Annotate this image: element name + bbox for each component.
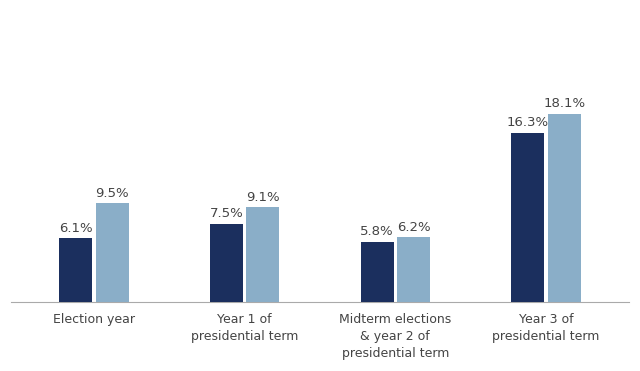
Bar — [360, 242, 394, 302]
Text: 9.5%: 9.5% — [95, 187, 129, 200]
Bar — [59, 239, 92, 302]
Bar — [246, 207, 280, 302]
Text: 6.1%: 6.1% — [59, 222, 93, 235]
Bar — [548, 114, 581, 302]
Bar — [511, 132, 545, 302]
Bar — [397, 237, 430, 302]
Text: 6.2%: 6.2% — [397, 221, 430, 234]
Text: 7.5%: 7.5% — [209, 207, 243, 220]
Bar — [95, 203, 129, 302]
Text: 9.1%: 9.1% — [246, 191, 280, 204]
Text: 16.3%: 16.3% — [507, 116, 549, 129]
Text: 18.1%: 18.1% — [543, 97, 586, 110]
Text: 5.8%: 5.8% — [360, 225, 394, 238]
Bar — [210, 224, 243, 302]
